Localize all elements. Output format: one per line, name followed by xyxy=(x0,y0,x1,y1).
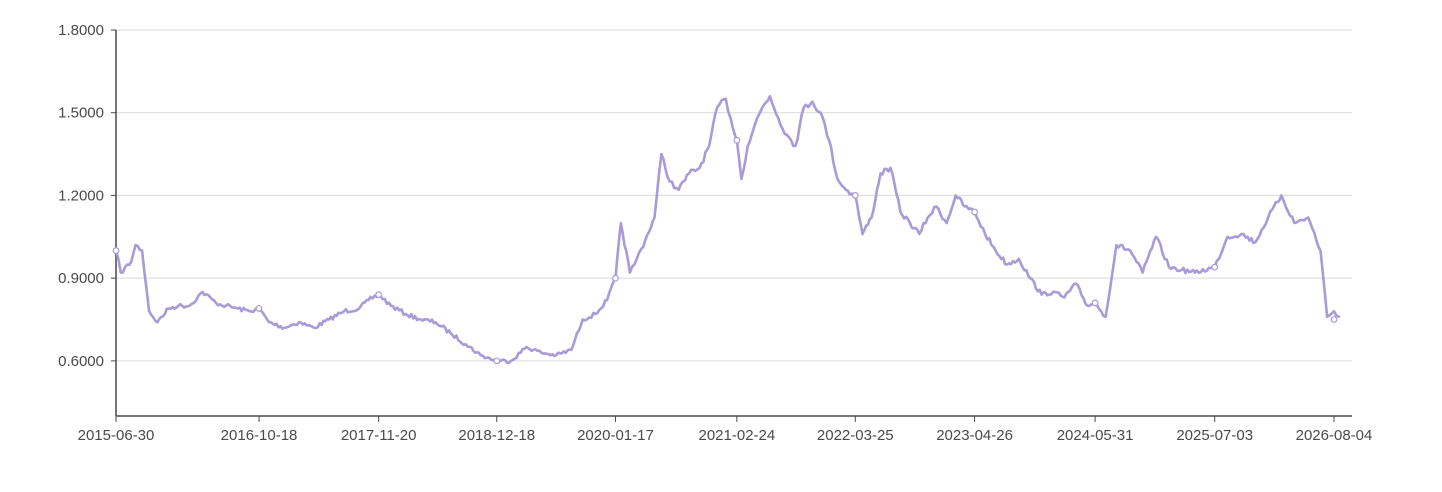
data-point-marker[interactable] xyxy=(1211,263,1219,271)
data-point-marker[interactable] xyxy=(375,291,383,299)
x-tick-label: 2024-05-31 xyxy=(1057,427,1134,444)
data-point-marker[interactable] xyxy=(851,192,859,199)
y-tick-label: 0.9000 xyxy=(58,270,104,287)
data-point-marker[interactable] xyxy=(1091,299,1099,307)
gridlines xyxy=(116,29,1352,362)
y-tick-label: 1.5000 xyxy=(58,105,104,122)
data-point-marker[interactable] xyxy=(255,305,263,312)
data-point-marker[interactable] xyxy=(971,208,978,216)
data-point-marker[interactable] xyxy=(112,247,120,254)
series-layer xyxy=(114,94,1341,364)
markers-layer xyxy=(112,136,1338,365)
x-tick-label: 2026-08-04 xyxy=(1296,427,1373,444)
x-tick-labels: 2015-06-30 2016-10-18 2017-11-20 2018-12-18… xyxy=(78,427,1373,444)
x-tick-label: 2025-07-03 xyxy=(1176,427,1253,444)
y-tick-label: 0.6000 xyxy=(58,353,104,370)
series-line-0 xyxy=(114,94,1341,364)
y-tick-label: 1.8000 xyxy=(58,22,104,39)
x-tick-label: 2016-10-18 xyxy=(221,427,298,444)
x-tick-label: 2023-04-26 xyxy=(936,427,1013,444)
data-point-marker[interactable] xyxy=(612,274,619,282)
y-tick-labels: 0.6000 0.9000 1.2000 1.5000 1.8000 xyxy=(58,22,104,370)
x-tick-label: 2018-12-18 xyxy=(458,427,535,444)
data-point-marker[interactable] xyxy=(733,136,741,144)
axes xyxy=(111,29,1352,422)
x-tick-label: 2017-11-20 xyxy=(341,427,417,444)
y-tick-label: 1.2000 xyxy=(58,187,104,204)
x-tick-label: 2021-02-24 xyxy=(699,427,776,444)
data-point-marker[interactable] xyxy=(493,357,501,365)
x-tick-label: 2022-03-25 xyxy=(817,427,894,444)
data-point-marker[interactable] xyxy=(1330,316,1338,323)
x-tick-label: 2020-01-17 xyxy=(577,427,654,444)
x-tick-label: 2015-06-30 xyxy=(78,427,155,444)
